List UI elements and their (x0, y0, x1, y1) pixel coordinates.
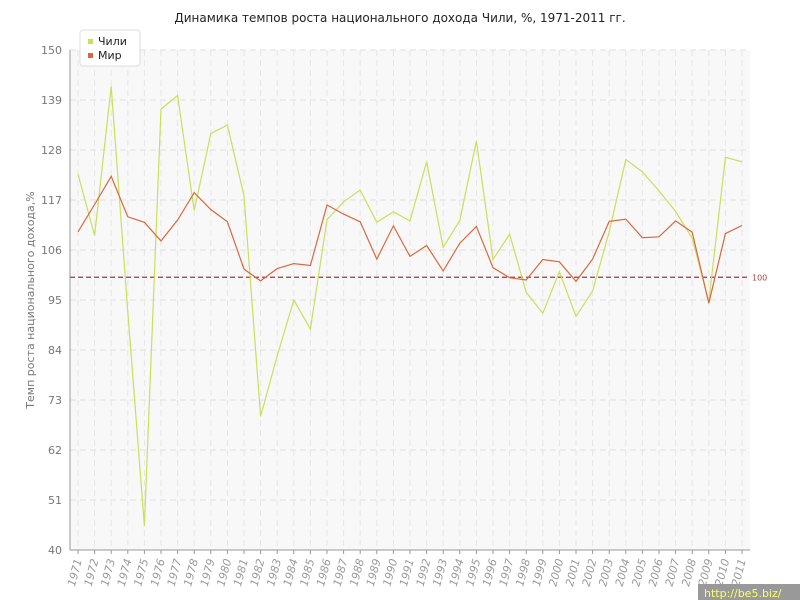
y-tick-label: 106 (41, 244, 62, 257)
grid (70, 49, 750, 551)
series-line-chile (77, 86, 743, 526)
legend-label-world: Мир (98, 49, 122, 62)
x-tick-labels: 1971197219731974197519761977197819791980… (65, 557, 749, 587)
legend-swatch-world (88, 53, 93, 58)
y-tick-label: 95 (48, 294, 62, 307)
watermark: http://be5.biz/ (698, 584, 800, 600)
y-tick-label: 62 (48, 444, 62, 457)
y-axis-label: Темп роста национального дохода,% (24, 191, 37, 409)
series-group (77, 86, 743, 526)
reference-line-label: 100 (752, 273, 767, 282)
x-tick-label: 2011 (729, 557, 749, 587)
watermark-text: http://be5.biz/ (704, 587, 782, 600)
y-tick-label: 117 (41, 194, 62, 207)
y-tick-label: 73 (48, 394, 62, 407)
y-tick-label: 51 (48, 494, 62, 507)
legend: Чили Мир (79, 29, 141, 67)
y-tick-label: 128 (41, 144, 62, 157)
legend-swatch-chile (88, 39, 93, 44)
chart-title: Динамика темпов роста национального дохо… (174, 11, 625, 25)
y-tick-label: 40 (48, 544, 62, 557)
watermark-box (698, 584, 800, 600)
legend-box (79, 29, 141, 67)
axes (69, 50, 750, 554)
y-tick-label: 139 (41, 94, 62, 107)
y-tick-labels: 40 51 62 73 84 95 106 117 128 139 150 (41, 44, 62, 557)
reference-line-group: 100 (70, 273, 767, 282)
legend-label-chile: Чили (98, 35, 127, 48)
series-line-world (77, 175, 743, 304)
y-tick-label: 84 (48, 344, 62, 357)
y-tick-label: 150 (41, 44, 62, 57)
